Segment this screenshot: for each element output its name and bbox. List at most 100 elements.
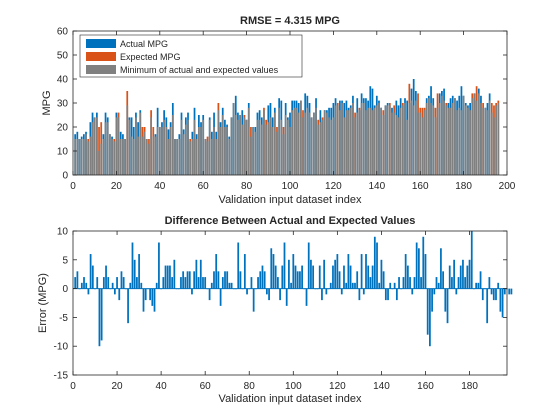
top-chart-bar-min xyxy=(100,143,103,175)
bottom-chart-bar xyxy=(180,277,182,289)
top-chart-bar-min xyxy=(171,115,174,175)
top-chart-title: RMSE = 4.315 MPG xyxy=(240,15,340,27)
top-chart-bar-min xyxy=(176,139,179,175)
bottom-chart-bar xyxy=(406,265,409,289)
bottom-chart-bar xyxy=(292,254,295,289)
top-chart-bar-min xyxy=(211,139,213,175)
bottom-chart-bar xyxy=(215,254,218,289)
top-chart-bar-min xyxy=(369,107,372,175)
bottom-chart-bar xyxy=(193,271,196,289)
top-chart-bar-min xyxy=(280,119,283,175)
top-chart-bar-min xyxy=(306,107,309,175)
top-chart-bar-min xyxy=(313,112,315,175)
top-chart-bar-min xyxy=(371,110,374,175)
top-chart-bar-min xyxy=(247,107,250,175)
top-chart-bar-min xyxy=(74,139,77,175)
bottom-chart-bar xyxy=(153,288,156,312)
top-chart-bar-min xyxy=(456,110,458,175)
top-chart-bar-min xyxy=(414,100,417,175)
top-chart-bar-min xyxy=(204,139,207,175)
bottom-chart-bar xyxy=(497,282,500,289)
bottom-chart-bar xyxy=(369,277,372,289)
bottom-chart-bar xyxy=(105,265,107,289)
bottom-chart-bar xyxy=(347,254,350,289)
bottom-chart-bar xyxy=(484,288,486,290)
bottom-chart-bar xyxy=(358,288,361,301)
bottom-chart-bar xyxy=(142,288,145,312)
top-chart-x-tick-label: 200 xyxy=(499,181,516,192)
bottom-chart-bars xyxy=(73,231,513,347)
top-chart-bar-min xyxy=(167,139,170,175)
bottom-chart-bar xyxy=(360,254,363,289)
bottom-chart-bar xyxy=(420,277,422,289)
top-chart-bar-min xyxy=(441,95,443,175)
top-chart-bar-min xyxy=(284,115,287,175)
top-chart-x-tick-label: 160 xyxy=(412,181,429,192)
top-chart-bar-min xyxy=(265,124,267,175)
bottom-chart-bar xyxy=(479,271,482,289)
top-chart-x-tick-label: 120 xyxy=(325,181,342,192)
top-chart-bar-min xyxy=(187,119,189,175)
bottom-chart-bar xyxy=(257,277,259,289)
top-chart-bar-min xyxy=(360,103,363,175)
top-chart-bar-min xyxy=(174,139,176,175)
bottom-chart-bar xyxy=(435,277,438,289)
bottom-chart-bar xyxy=(371,265,374,289)
top-chart-bar-min xyxy=(469,110,471,175)
top-chart-bar-min xyxy=(462,95,465,175)
bottom-chart-bar xyxy=(404,254,407,289)
top-chart-bar-min xyxy=(308,112,311,175)
top-chart-bar-min xyxy=(130,136,133,175)
top-chart-bar-min xyxy=(471,98,474,175)
top-chart-bar-min xyxy=(386,105,389,175)
top-chart-bar-min xyxy=(404,103,406,175)
top-chart-bar-min xyxy=(104,122,107,175)
top-chart-bar-min xyxy=(191,139,194,175)
top-chart-bar-min xyxy=(82,139,85,175)
bottom-chart-x-tick-label: 100 xyxy=(285,381,302,392)
bottom-chart-bar xyxy=(228,282,231,289)
bottom-chart-bar xyxy=(303,288,306,290)
top-chart-bar-min xyxy=(245,119,248,175)
top-chart-bar-min xyxy=(480,103,482,175)
bottom-chart-bar xyxy=(226,271,229,289)
top-chart-bar-min xyxy=(345,110,348,175)
bottom-chart-bar xyxy=(237,242,240,289)
legend-label-minimum: Minimum of actual and expected values xyxy=(120,65,279,75)
top-chart-bar-min xyxy=(310,117,313,175)
top-chart-bar-min xyxy=(497,103,500,175)
bottom-chart-bar xyxy=(268,288,270,301)
bottom-chart-bar xyxy=(444,288,447,312)
bottom-chart-bar xyxy=(270,248,273,289)
bottom-chart-bar xyxy=(464,277,467,289)
top-chart-y-tick-label: 40 xyxy=(57,75,69,86)
bottom-chart-bar xyxy=(202,277,204,289)
bottom-chart-bar xyxy=(76,271,79,289)
top-chart-bar-min xyxy=(148,143,150,175)
bottom-chart-bar xyxy=(340,288,343,295)
top-chart-bar-min xyxy=(336,105,339,175)
top-chart-bar-min xyxy=(91,122,94,175)
top-chart-bar-min xyxy=(278,107,281,175)
top-chart-bar-min xyxy=(408,103,411,175)
top-chart-bar-min xyxy=(254,131,257,175)
legend-swatch-actual xyxy=(86,39,116,48)
top-chart-ylabel: MPG xyxy=(41,90,53,115)
bottom-chart-bar xyxy=(239,271,242,289)
top-chart-bar-min xyxy=(358,110,361,175)
top-chart-bar-min xyxy=(158,127,161,175)
top-chart-bar-min xyxy=(430,103,432,175)
top-chart: RMSE = 4.315 MPG 0 20 40 60 80 100 120 140 160 18… xyxy=(41,15,516,206)
top-chart-bar-min xyxy=(139,112,142,175)
bottom-chart-bar xyxy=(186,271,189,289)
bottom-chart-bar xyxy=(133,259,136,289)
top-chart-bar-min xyxy=(206,141,209,175)
top-chart-bar-min xyxy=(419,112,422,175)
bottom-chart-bar xyxy=(442,271,444,289)
bottom-chart: Difference Between Actual and Expected V… xyxy=(37,215,513,405)
top-chart-bar-min xyxy=(267,122,270,175)
top-chart-bar-min xyxy=(200,127,202,175)
top-chart-bar-min xyxy=(250,136,252,175)
bottom-chart-bar xyxy=(155,282,158,289)
bottom-chart-bar xyxy=(431,288,433,312)
